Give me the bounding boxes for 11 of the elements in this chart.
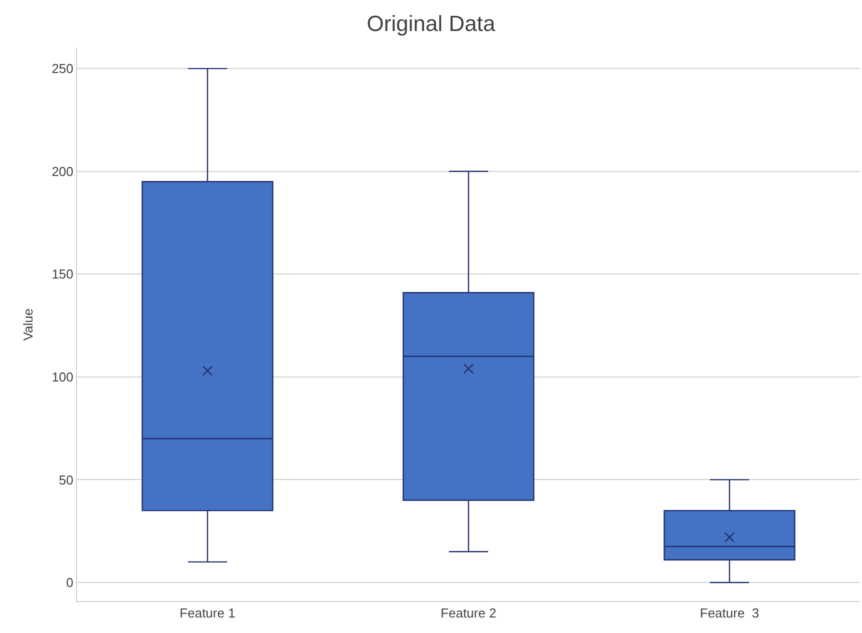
y-tick-label: 100 bbox=[52, 369, 74, 384]
y-tick-label: 250 bbox=[52, 61, 74, 76]
y-tick-label: 0 bbox=[66, 575, 74, 590]
y-tick-label: 150 bbox=[52, 266, 74, 282]
chart-title: Original Data bbox=[366, 11, 496, 36]
x-tick-label: Feature 2 bbox=[440, 606, 496, 621]
y-tick-label: 50 bbox=[58, 472, 74, 488]
y-tick-label: 200 bbox=[52, 164, 74, 179]
x-tick-label: Feature 3 bbox=[700, 606, 760, 621]
y-axis-title: Value bbox=[20, 308, 36, 341]
x-tick-label: Feature 1 bbox=[180, 606, 236, 621]
